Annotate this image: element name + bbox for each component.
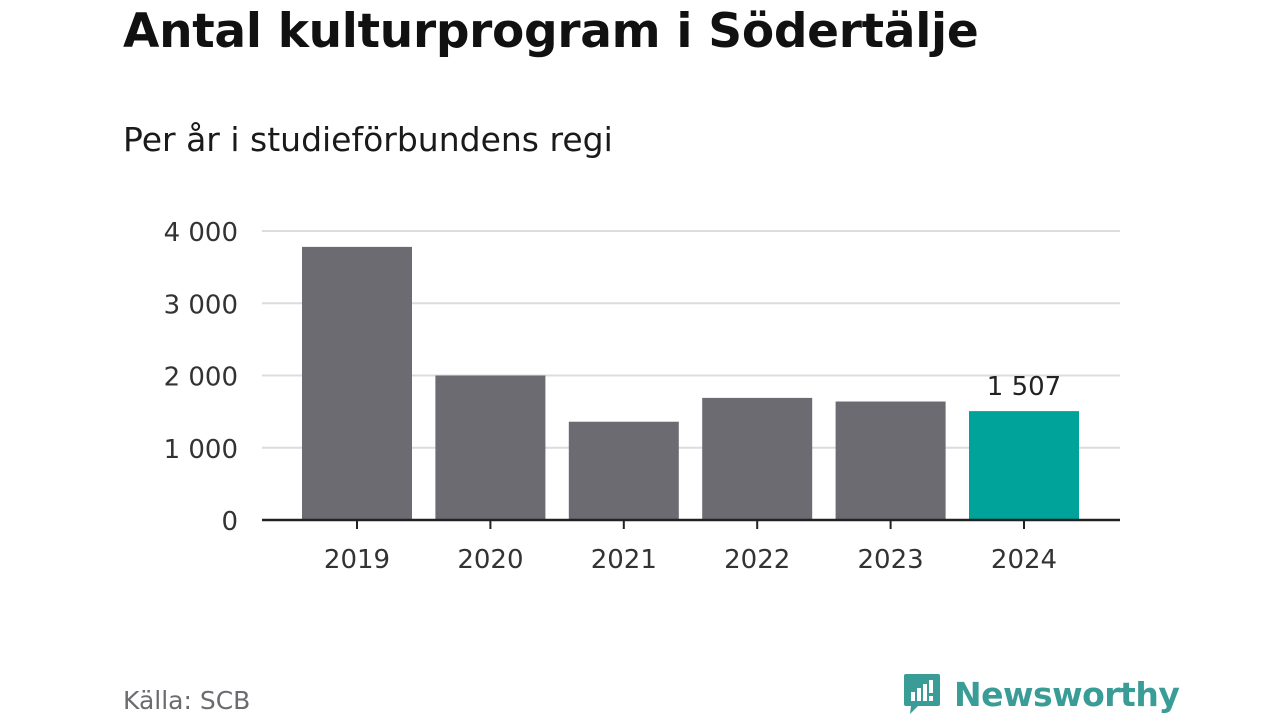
brand-name: Newsworthy	[954, 674, 1180, 714]
bar-2022	[702, 397, 813, 520]
y-tick-label: 3 000	[164, 290, 238, 320]
brand-logo: Newsworthy	[902, 672, 1180, 716]
y-tick-label: 2 000	[164, 363, 238, 393]
y-tick-label: 4 000	[164, 218, 238, 248]
bar-2023	[835, 401, 946, 520]
bar-2024	[969, 411, 1079, 520]
x-tick-label: 2024	[991, 545, 1057, 575]
x-tick-label: 2019	[324, 545, 390, 575]
chart-subtitle: Per år i studieförbundens regi	[123, 120, 613, 159]
data-label: 1 507	[987, 372, 1061, 402]
chart-title: Antal kulturprogram i Södertälje	[123, 4, 979, 59]
y-tick-label: 1 000	[164, 435, 238, 465]
newsworthy-logo-icon	[904, 674, 940, 714]
x-tick-label: 2022	[724, 545, 790, 575]
source-note: Källa: SCB	[123, 686, 251, 715]
bar-2021	[568, 421, 679, 520]
x-tick-label: 2020	[457, 545, 523, 575]
bar-chart: 0 1 000 2 000 3 000 4 000 2019 2020 2021 2022 202…	[164, 218, 1120, 575]
x-tick-label: 2023	[858, 545, 924, 575]
bar-2020	[435, 375, 546, 520]
x-tick-label: 2021	[591, 545, 657, 575]
bar-2019	[302, 246, 412, 520]
y-tick-label: 0	[221, 507, 238, 537]
